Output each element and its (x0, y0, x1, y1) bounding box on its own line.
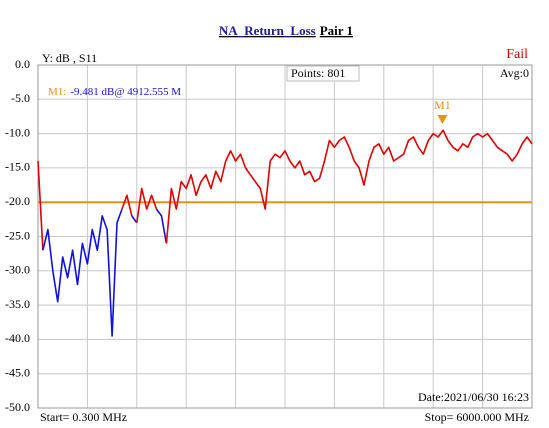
plot-border (37, 64, 533, 409)
trace-fail (37, 160, 44, 251)
status: Fail (506, 47, 528, 62)
y-tick-label: -25.0 (5, 228, 30, 242)
points-box (286, 65, 360, 82)
trace-fail (136, 187, 158, 223)
avg: Avg:0 (500, 66, 529, 80)
readout-name: M1: (48, 86, 66, 98)
trace-fail (121, 194, 133, 217)
title: NA_Return_Loss (219, 23, 316, 38)
date: Date:2021/06/30 16:23 (418, 390, 529, 404)
y-tick-label: -40.0 (5, 331, 30, 345)
start: Start= 0.300 MHz (40, 410, 127, 424)
trace-pass (155, 208, 168, 244)
chart-title: NA_Return_Loss Pair 1 (219, 23, 353, 38)
y-tick-label: -20.0 (5, 194, 30, 208)
marker (437, 115, 448, 125)
stop: Stop= 6000.000 MHz (425, 410, 529, 424)
y-tick-label: -5.0 (11, 91, 30, 105)
points: Points: 801 (291, 66, 345, 80)
y-tick-label: 0.0 (15, 57, 30, 71)
trace-pass (42, 208, 123, 337)
readout-value: -9.481 dB@ 4912.555 M (70, 86, 181, 98)
y-tick-label: -35.0 (5, 297, 30, 311)
marker-readout: M1: -9.481 dB@ 4912.555 M (48, 86, 181, 98)
marker-label: M1 (434, 98, 451, 112)
trace-pass (131, 215, 138, 224)
y-label: Y: dB , S11 (42, 51, 97, 65)
y-tick-label: -10.0 (5, 125, 30, 139)
y-tick-label: -15.0 (5, 160, 30, 174)
y-tick-label: -50.0 (5, 400, 30, 414)
trace-fail (165, 129, 533, 244)
title-suffix: Pair 1 (320, 23, 353, 38)
y-tick-label: -30.0 (5, 263, 30, 277)
y-tick-label: -45.0 (5, 365, 30, 379)
